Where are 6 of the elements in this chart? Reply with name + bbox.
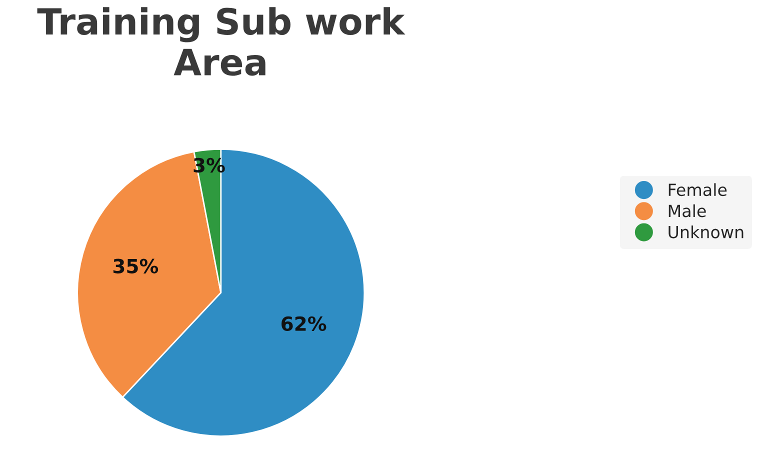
data-label: 62% [282,316,326,332]
legend-label: Female [668,183,727,196]
legend-label: Unknown [668,225,744,238]
legend-label: Male [668,204,706,218]
chart-title: Training Sub work Area [37,7,406,76]
data-label: 35% [113,258,158,274]
